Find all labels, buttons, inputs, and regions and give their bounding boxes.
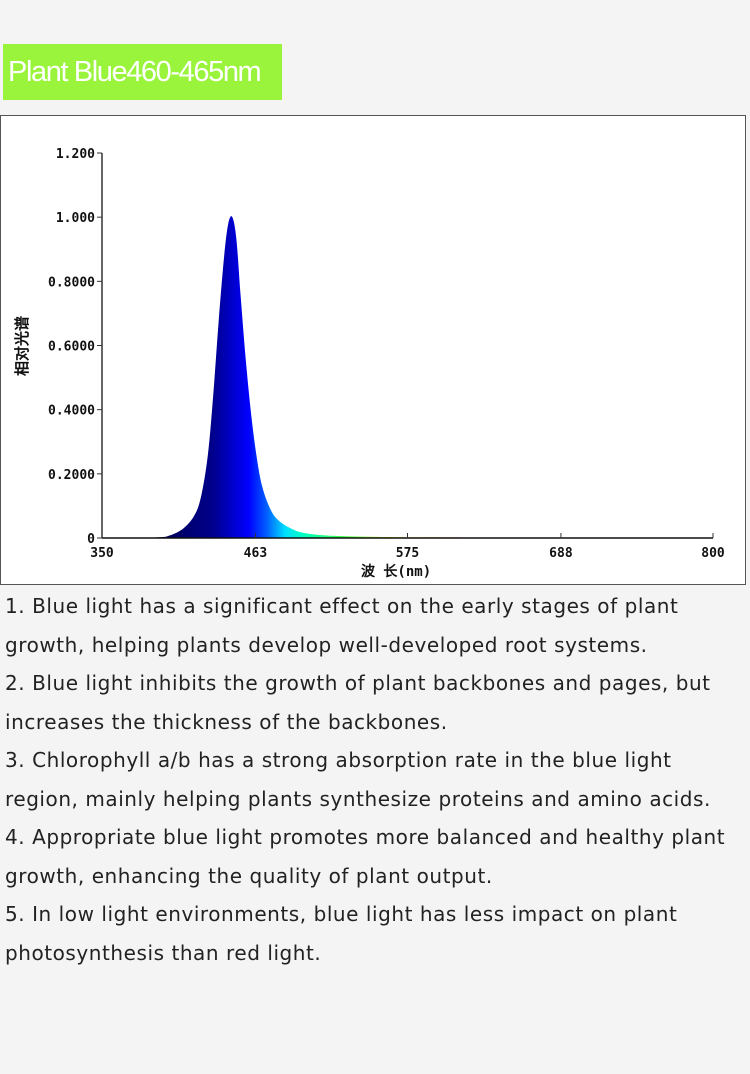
y-axis-label: 相对光谱 <box>13 316 31 376</box>
x-tick-label: 575 <box>396 546 419 561</box>
note-item: 2. Blue light inhibits the growth of pla… <box>5 671 711 734</box>
page-title-badge: Plant Blue460-465nm <box>3 44 282 100</box>
x-tick-label: 350 <box>90 546 114 561</box>
y-tick-label: 1.200 <box>56 147 95 162</box>
y-tick-label: 1.000 <box>56 211 95 226</box>
spectrum-chart: 0 0.2000 0.4000 0.6000 0.8000 1.000 1.200 350 46… <box>0 115 746 585</box>
x-tick-label: 688 <box>549 546 573 561</box>
note-item: 3. Chlorophyll a/b has a strong absorpti… <box>5 748 711 811</box>
y-tick-label: 0.4000 <box>48 404 95 419</box>
y-tick-label: 0.2000 <box>48 468 95 483</box>
notes-list: 1. Blue light has a significant effect o… <box>5 587 747 972</box>
note-item: 4. Appropriate blue light promotes more … <box>5 825 726 888</box>
y-tick-label: 0 <box>87 532 95 547</box>
y-tick-label: 0.8000 <box>48 275 95 290</box>
note-item: 5. In low light environments, blue light… <box>5 902 678 965</box>
x-axis-label: 波 长(nm) <box>361 563 431 580</box>
spectrum-chart-svg: 0 0.2000 0.4000 0.6000 0.8000 1.000 1.200 350 46… <box>13 147 725 580</box>
x-tick-label: 463 <box>244 546 267 561</box>
note-item: 1. Blue light has a significant effect o… <box>5 594 679 657</box>
x-tick-label: 800 <box>701 546 725 561</box>
spectrum-area <box>102 216 713 538</box>
y-tick-label: 0.6000 <box>48 340 95 355</box>
